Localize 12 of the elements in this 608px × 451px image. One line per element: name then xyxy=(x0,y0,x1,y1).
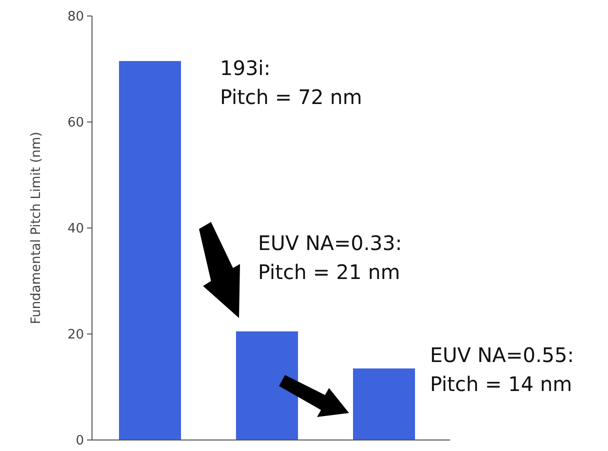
bar xyxy=(353,368,415,440)
y-axis-title: Fundamental Pitch Limit (nm) xyxy=(29,132,44,324)
bar xyxy=(119,61,181,440)
y-tick-label: 80 xyxy=(67,10,84,25)
annotation: EUV NA=0.33: Pitch = 21 nm xyxy=(258,231,402,284)
y-tick-label: 0 xyxy=(76,434,84,449)
annotation: EUV NA=0.55: Pitch = 14 nm xyxy=(430,343,574,396)
y-tick-label: 20 xyxy=(67,328,84,343)
bar xyxy=(236,331,298,440)
y-tick-label: 60 xyxy=(67,116,84,131)
y-tick-label: 40 xyxy=(67,222,84,237)
annotation: 193i: Pitch = 72 nm xyxy=(220,56,362,109)
